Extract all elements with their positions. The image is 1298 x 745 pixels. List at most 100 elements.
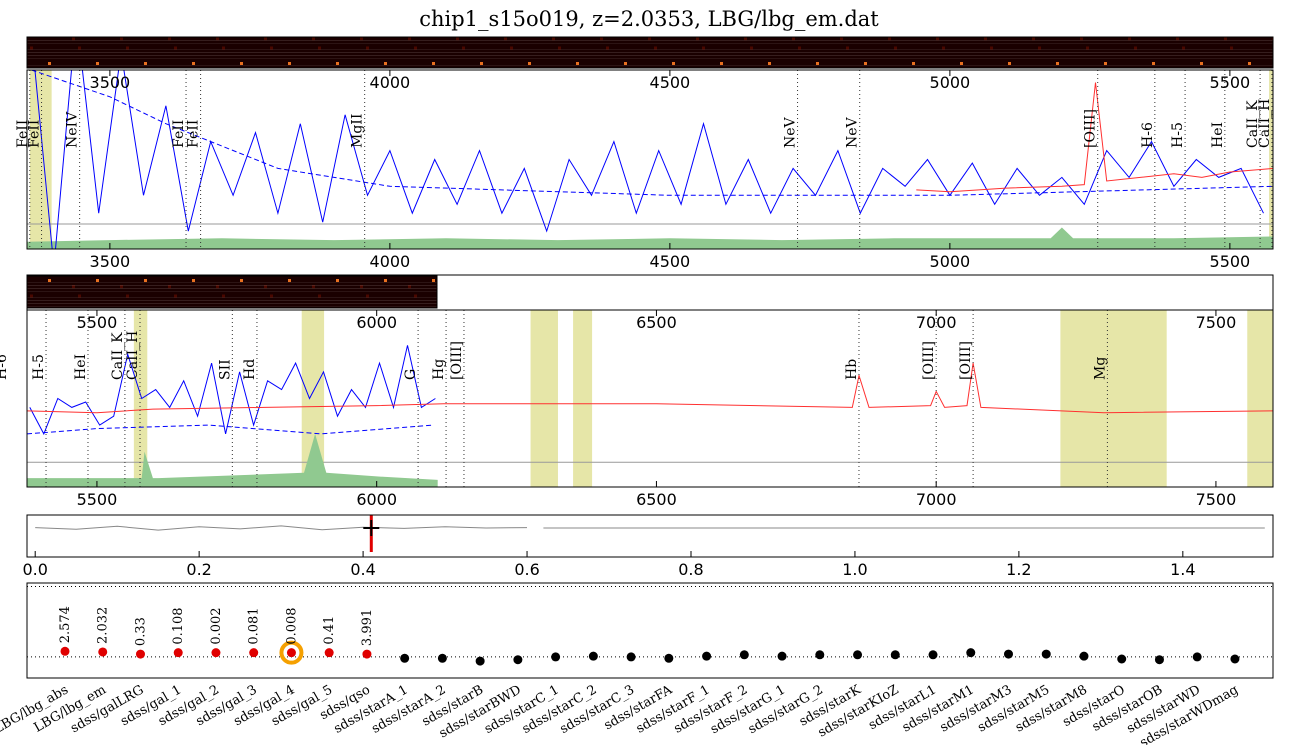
axes-frame [26,582,1274,679]
template-point[interactable] [60,646,70,656]
line-label: NeIV [65,111,81,148]
line-label: G [403,369,419,380]
line-label: Hg [431,359,447,380]
masked-region [29,70,52,249]
template-point[interactable] [551,652,561,662]
x-tick-label: 6000 [356,490,397,509]
template-point[interactable] [362,649,372,659]
line-label: H-5 [1170,122,1186,148]
line-label: CaII_H [1257,99,1273,148]
noise-spectrum [27,424,433,435]
template-point[interactable] [211,648,221,658]
template-point[interactable] [1004,649,1013,659]
template-point[interactable] [475,656,485,666]
redshift-label: 0.108 [171,607,186,644]
template-point[interactable] [437,653,447,663]
line-label: HeI [73,354,89,380]
template-point[interactable] [890,650,900,660]
x-tick-label: 5000 [930,252,971,271]
redshift-label: 0.41 [322,616,337,645]
line-label: Hd [242,359,258,380]
template-point[interactable] [664,653,674,663]
line-label: H-6 [1140,122,1156,148]
template-point[interactable] [1192,652,1202,662]
figure-title: chip1_s15o019, z=2.0353, LBG/lbg_em.dat [419,7,879,31]
redshift-label: 3.991 [360,609,375,646]
x-tick-label: 4500 [650,252,691,271]
line-label: FeII [171,120,187,148]
line-label: CaII_H [125,331,141,380]
template-point[interactable] [324,648,334,658]
x-tick-label: 1.0 [842,560,867,579]
template-point[interactable] [400,653,410,663]
line-label: SII [217,359,233,380]
redshift-label: 2.032 [96,607,111,644]
masked-region [1269,70,1273,249]
noise-spectrum [31,70,1273,196]
x-tick-label: 1.4 [1170,560,1195,579]
redshift-label: 0.002 [209,607,224,644]
template-point[interactable] [513,655,523,665]
line-label: [OIII] [1083,109,1099,148]
template-point[interactable] [1117,654,1127,664]
x-tick-label: 5500 [77,490,118,509]
x-tick-label: 6000 [356,313,397,332]
template-point[interactable] [1041,649,1051,659]
template-point[interactable] [1079,651,1089,661]
template-point[interactable] [173,648,183,658]
template-point[interactable] [853,650,863,660]
template-point[interactable] [1154,655,1164,665]
spectrum-line [34,70,1264,249]
masked-region [1060,310,1167,487]
line-label: [OIII] [921,341,937,380]
sky-spectrum [27,433,438,487]
selected-ring [279,640,304,665]
axes-frame [26,309,1274,488]
x-tick-label: 4000 [370,73,411,92]
line-label: NeV [845,116,861,148]
line-label: H-6 [0,354,10,380]
template-point[interactable] [135,649,145,659]
x-tick-label: 0.6 [514,560,539,579]
x-tick-label: 7000 [916,490,957,509]
axes-frame [26,514,1274,558]
line-label: HeI [1210,122,1226,148]
template-point[interactable] [739,650,749,660]
line-label: [OIII] [449,341,465,380]
line-label: [OIII] [958,341,974,380]
template-point[interactable] [626,652,636,662]
line-label: CaII_K [1245,100,1261,148]
template-point[interactable] [249,648,259,658]
masked-region [1247,310,1273,487]
template-point[interactable] [1230,654,1240,664]
masked-region [133,310,148,487]
x-tick-label: 6500 [636,490,677,509]
template-point[interactable] [777,651,787,661]
template-point[interactable] [588,651,598,661]
line-label: CaII_K [110,332,126,380]
x-tick-label: 4500 [650,73,691,92]
x-tick-label: 5500 [77,313,118,332]
template-point[interactable] [966,648,976,658]
x-tick-label: 3500 [90,252,131,271]
spectrum-line [27,363,1273,414]
x-tick-label: 7500 [1196,490,1237,509]
x-tick-label: 5500 [1210,252,1251,271]
template-point[interactable] [98,647,108,657]
template-point[interactable] [286,648,296,658]
template-point[interactable] [815,650,825,660]
spectrum-line [916,82,1273,193]
masked-region [573,310,593,487]
x-tick-label: 0.0 [22,560,47,579]
x-tick-label: 3500 [90,73,131,92]
template-point[interactable] [702,651,712,661]
line-label: Mg [1092,357,1108,380]
template-point[interactable] [928,650,938,660]
redshift-label: 0.33 [133,617,148,646]
masked-region [530,310,558,487]
redshift-label: 0.008 [284,607,299,644]
x-tick-label: 5500 [1210,73,1251,92]
redshift-label: 0.081 [247,607,262,644]
